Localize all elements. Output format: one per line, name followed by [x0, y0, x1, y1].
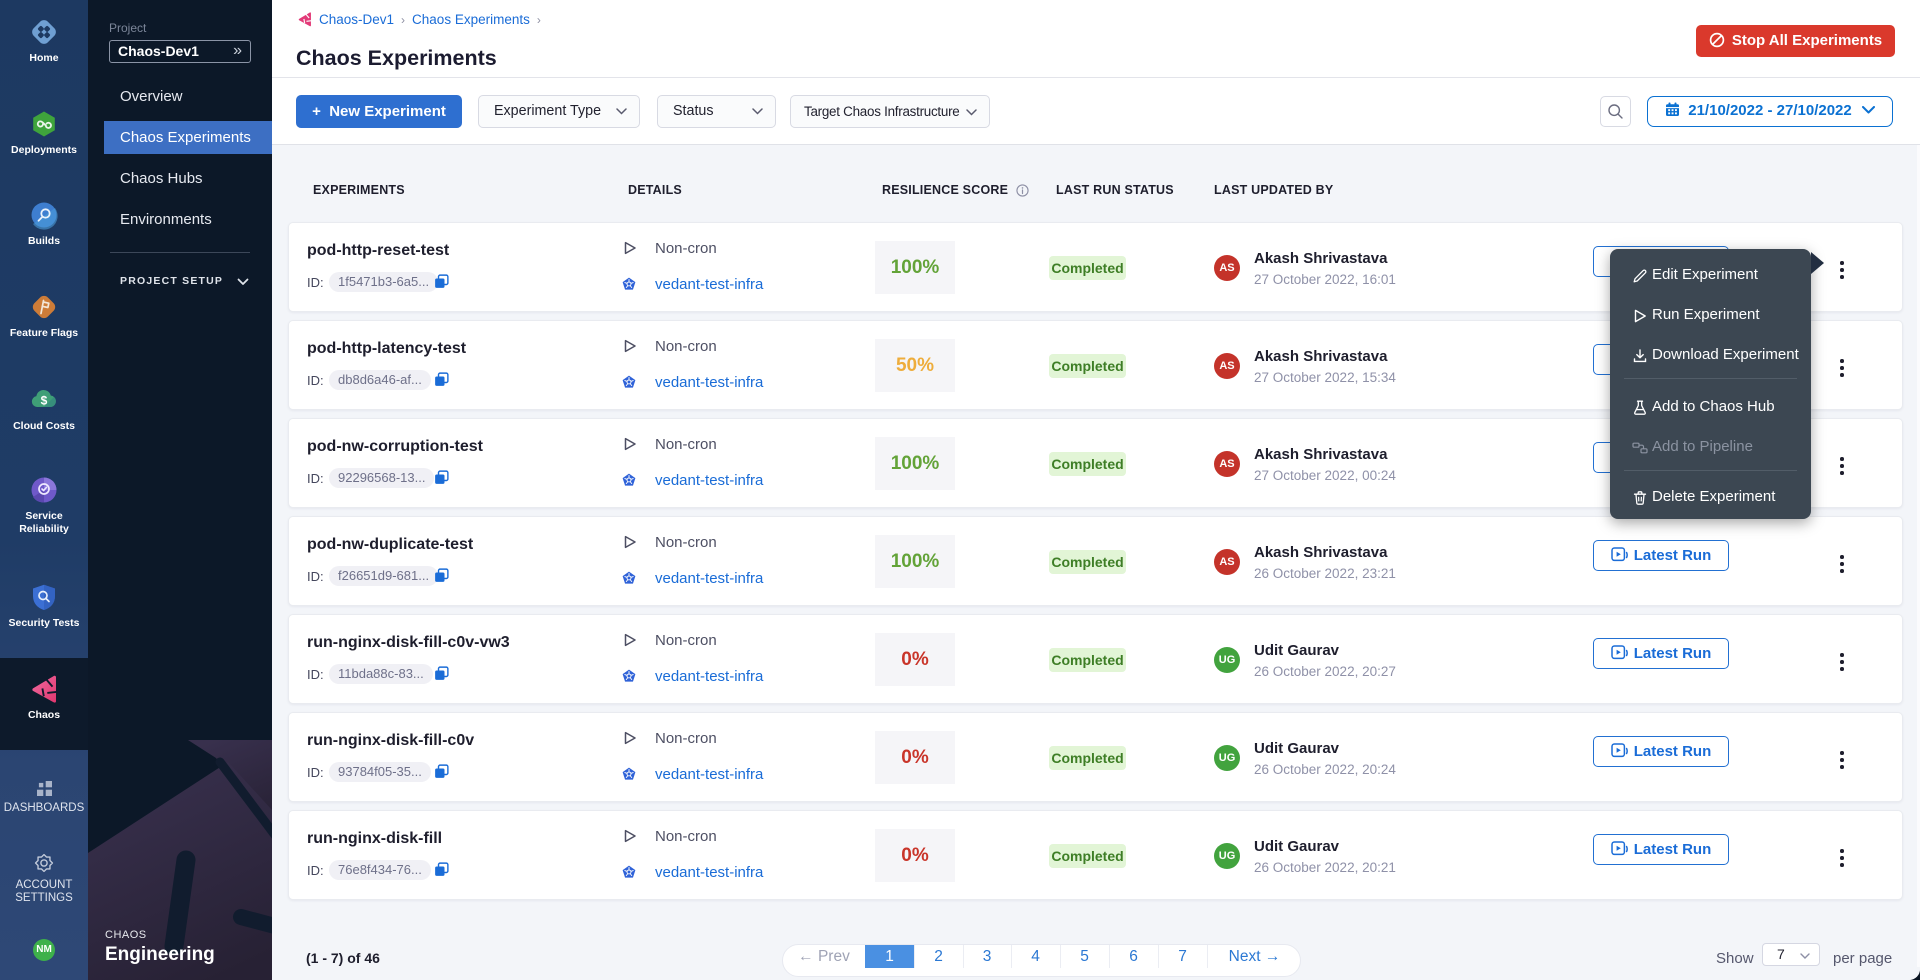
svg-text:$: $ — [41, 394, 48, 408]
